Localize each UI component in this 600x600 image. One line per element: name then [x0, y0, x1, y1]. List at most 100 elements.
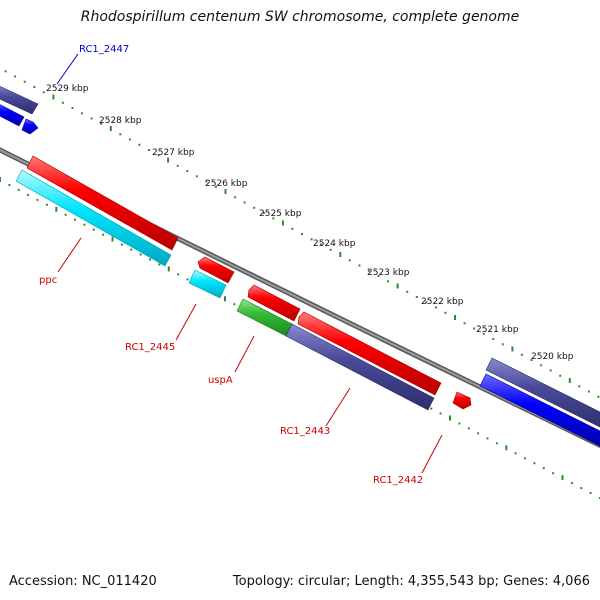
scale-tick: [186, 170, 189, 172]
scale-tick: [61, 101, 64, 104]
scale-tick: [234, 196, 237, 199]
scale-tick: [81, 112, 84, 115]
scale-tick: [102, 233, 105, 236]
scale-tick: [505, 445, 508, 451]
scale-tick: [514, 452, 517, 455]
scale-tick: [109, 126, 112, 131]
scale-tick: [520, 353, 523, 356]
scale-tick: [570, 482, 573, 485]
scale-tick: [167, 266, 170, 272]
scale-tick: [434, 306, 437, 309]
scale-tick: [458, 422, 461, 425]
scale-tick: [138, 143, 141, 146]
scale-tick: [377, 275, 380, 277]
scale-tick: [74, 218, 76, 221]
scale-tick: [348, 259, 351, 262]
kbp-label: 2520 kbp: [531, 352, 574, 362]
scale-tick: [157, 154, 160, 157]
gene-rc1-2442-red[interactable]: [452, 391, 472, 410]
gene-rc1-2447-purple[interactable]: [0, 84, 39, 115]
scale-tick: [120, 243, 123, 246]
scale-tick: [55, 206, 58, 212]
kbp-label: 2524 kbp: [313, 239, 356, 249]
gene-ppc-cyan[interactable]: [15, 169, 172, 267]
scale-tick: [177, 273, 180, 276]
scale-tick: [367, 269, 370, 272]
scale-tick: [64, 213, 67, 216]
scale-tick: [530, 359, 533, 361]
scale-tick: [17, 188, 20, 191]
scale-tick: [597, 395, 600, 398]
scale-tick: [100, 122, 103, 125]
kbp-label: 2525 kbp: [259, 209, 302, 219]
gene-label-rc1-2445[interactable]: RC1_2445: [125, 342, 175, 353]
scale-tick: [195, 175, 198, 178]
gene-label-rc1-2447[interactable]: RC1_2447: [79, 44, 129, 55]
scale-tick: [320, 243, 323, 246]
scale-tick: [568, 378, 571, 383]
scale-tick: [492, 338, 495, 340]
gene-red-mid[interactable]: [247, 284, 301, 322]
gene-label-ppc[interactable]: ppc: [39, 275, 57, 286]
kbp-label: 2527 kbp: [152, 148, 195, 158]
label-leaders: [56, 53, 443, 474]
gene-ppc-red[interactable]: [26, 155, 179, 251]
scale-tick: [0, 177, 1, 182]
gene-right-purple[interactable]: [485, 357, 600, 429]
scale-tick: [149, 258, 151, 261]
gene-rc1-2443-purple[interactable]: [285, 323, 435, 411]
scale-tick: [4, 70, 7, 73]
scale-tick: [463, 322, 466, 325]
scale-tick: [27, 193, 30, 196]
scale-tick: [42, 91, 45, 94]
gene-rc1-2443-red[interactable]: [297, 311, 442, 396]
scale-tick: [205, 180, 208, 183]
kbp-label: 2526 kbp: [205, 179, 248, 189]
scale-tick: [580, 487, 583, 490]
scale-tick: [253, 206, 256, 209]
topology-text: Topology: circular; Length: 4,355,543 bp…: [232, 574, 590, 589]
accession-text: Accession: NC_011420: [9, 574, 157, 589]
kbp-label: 2521 kbp: [476, 325, 519, 335]
scale-tick: [148, 149, 150, 151]
gene-label-rc1-2443[interactable]: RC1_2443: [280, 426, 330, 437]
scale-tick: [83, 223, 86, 226]
scale-tick: [33, 86, 36, 88]
scale-tick: [358, 264, 361, 267]
scale-tick: [486, 437, 489, 440]
scale-tick: [45, 203, 48, 206]
scale-tick: [549, 369, 552, 372]
scale-tick: [415, 296, 418, 298]
kbp-label: 2529 kbp: [46, 84, 89, 94]
scale-tick: [425, 301, 428, 304]
scale-tick: [90, 117, 93, 120]
gene-label-uspa[interactable]: uspA: [208, 375, 233, 386]
scale-tick: [224, 296, 226, 302]
scale-tick: [559, 374, 562, 377]
scale-tick: [542, 467, 545, 470]
scale-tick: [561, 475, 564, 481]
scale-tick: [224, 189, 227, 194]
gene-rc1-2447-blue[interactable]: [0, 102, 39, 135]
scale-tick: [578, 385, 581, 388]
scale-tick: [587, 390, 590, 393]
gene-red-small-1[interactable]: [197, 256, 235, 284]
kbp-labels: 2529 kbp 2528 kbp 2527 kbp 2526 kbp 2525…: [46, 84, 574, 362]
gene-labels: RC1_2447 ppc RC1_2445 uspA RC1_2443 RC1_…: [39, 44, 423, 486]
scale-tick: [119, 133, 122, 136]
scale-tick: [139, 253, 142, 256]
scale-tick: [501, 343, 504, 346]
scale-tick: [533, 462, 536, 465]
gene-label-rc1-2442[interactable]: RC1_2442: [373, 475, 423, 486]
scale-tick: [387, 280, 390, 283]
scale-tick: [130, 248, 133, 251]
gene-rc1-2445-cyan[interactable]: [188, 269, 227, 299]
scale-tick: [540, 364, 543, 367]
scale-tick: [214, 185, 217, 188]
gene-right-blue[interactable]: [479, 373, 600, 448]
scale-tick: [454, 315, 456, 320]
scale-tick: [396, 283, 399, 289]
scale-tick: [158, 263, 161, 266]
scale-tick: [262, 212, 265, 214]
kbp-label: 2528 kbp: [99, 116, 142, 126]
